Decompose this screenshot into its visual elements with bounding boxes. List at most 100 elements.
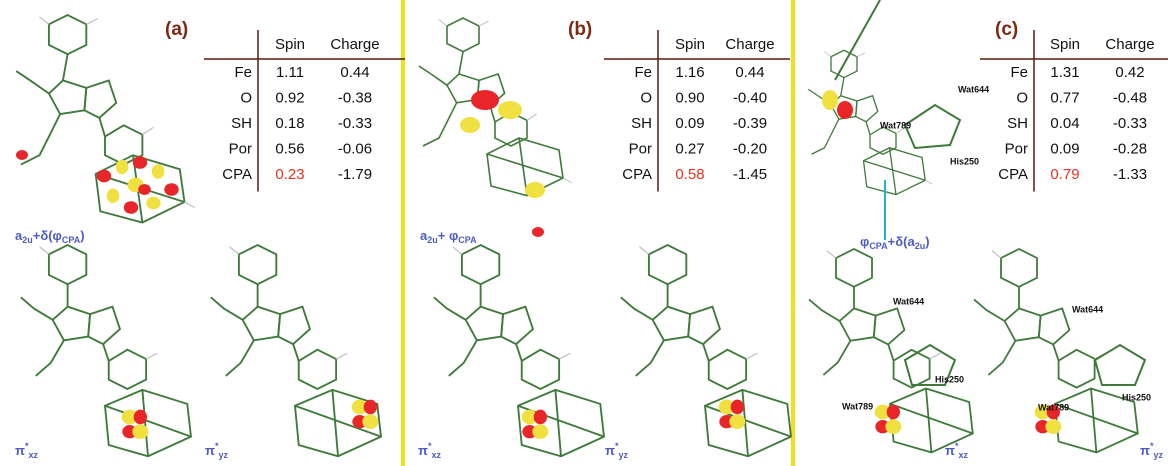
row-name: SH	[1007, 115, 1028, 132]
orbital-label: π*xz	[15, 441, 38, 460]
orbital-label-part: CPA	[62, 235, 81, 245]
orbital-label-part: xz	[958, 450, 968, 460]
charge-value: 0.42	[1115, 64, 1144, 81]
column-header: Charge	[725, 36, 774, 53]
orbital-label: φCPA+δ(a2u)	[860, 234, 930, 251]
spin-value: 0.23	[275, 166, 304, 183]
panel-label: (b)	[568, 19, 592, 40]
column-header: Spin	[675, 36, 705, 53]
spin-value: 0.58	[675, 166, 704, 183]
orbital-label-part: + φ	[438, 228, 459, 243]
row-name: Fe	[234, 64, 252, 81]
charge-value: -0.20	[733, 140, 767, 157]
charge-value: 0.44	[735, 64, 764, 81]
orbital-label-part: 2u	[915, 241, 926, 251]
spin-value: 0.18	[275, 115, 304, 132]
orbital-label-part: +δ(φ	[33, 228, 62, 243]
charge-value: -0.33	[1113, 115, 1147, 132]
spin-value: 0.09	[1050, 140, 1079, 157]
residue-label: His250	[935, 374, 964, 384]
spin-value: 1.31	[1050, 64, 1079, 81]
separator	[791, 0, 795, 466]
row-name: Por	[229, 140, 252, 157]
orbital-label-part: π	[15, 443, 25, 458]
panels: (a) Spin Charge Fe 1.11 0.44 O 0.92 -0.38 SH 0.18 -…	[15, 19, 1168, 460]
column-header: Spin	[1050, 36, 1080, 53]
orbital-label-part: yz	[1153, 450, 1163, 460]
orbital-label: a2u+ φCPA	[420, 228, 477, 245]
orbital-label-part: 2u	[22, 235, 33, 245]
orbital-label-part: π	[1140, 443, 1150, 458]
orbital-label-part: CPA	[869, 241, 888, 251]
spin-value: 0.56	[275, 140, 304, 157]
row-name: CPA	[622, 166, 652, 183]
orbital-label-part: 2u	[427, 235, 438, 245]
residue-label: Wat644	[893, 296, 924, 306]
orbital-label-part: xz	[431, 450, 441, 460]
spin-value: 0.90	[675, 89, 704, 106]
charge-value: -0.39	[733, 115, 767, 132]
residue-label: His250	[1122, 392, 1151, 402]
panel-label: (a)	[165, 19, 188, 40]
separator	[401, 0, 405, 466]
column-header: Spin	[275, 36, 305, 53]
panel: (c) Spin Charge Fe 1.31 0.42 O 0.77 -0.48 SH 0.04 -…	[842, 19, 1168, 460]
column-header: Charge	[330, 36, 379, 53]
spin-value: 0.27	[675, 140, 704, 157]
charge-value: -1.33	[1113, 166, 1147, 183]
residue-label: Wat644	[958, 84, 989, 94]
charge-value: -0.48	[1113, 89, 1147, 106]
panel-label: (c)	[995, 19, 1018, 40]
row-name: CPA	[998, 166, 1028, 183]
residue-label: His250	[950, 156, 979, 166]
row-name: SH	[631, 115, 652, 132]
spin-value: 0.92	[275, 89, 304, 106]
spin-value: 0.04	[1050, 115, 1079, 132]
orbital-label-part: π	[205, 443, 215, 458]
row-name: CPA	[222, 166, 252, 183]
orbital-label: π*yz	[1140, 441, 1163, 460]
orbital-label-part: π	[605, 443, 615, 458]
orbital-label: a2u+δ(φCPA)	[15, 228, 85, 245]
charge-value: 0.44	[340, 64, 369, 81]
orbital-label-part: π	[945, 443, 955, 458]
orbital-label: π*yz	[205, 441, 228, 460]
figure: (a) Spin Charge Fe 1.11 0.44 O 0.92 -0.38 SH 0.18 -…	[0, 0, 1168, 466]
orbital-label-part: π	[418, 443, 428, 458]
row-name: Fe	[634, 64, 652, 81]
orbital-label-part: xz	[28, 450, 38, 460]
residue-label: Wat789	[842, 401, 873, 411]
spin-value: 0.79	[1050, 166, 1079, 183]
row-name: SH	[231, 115, 252, 132]
charge-value: -1.45	[733, 166, 767, 183]
charge-value: -0.28	[1113, 140, 1147, 157]
orbital-label: π*xz	[945, 441, 968, 460]
charge-value: -0.33	[338, 115, 372, 132]
charge-value: -0.06	[338, 140, 372, 157]
row-name: Por	[1005, 140, 1028, 157]
orbital-label-part: +δ(a	[888, 234, 916, 249]
charge-value: -0.40	[733, 89, 767, 106]
row-name: O	[240, 89, 252, 106]
row-name: O	[640, 89, 652, 106]
spin-value: 0.09	[675, 115, 704, 132]
column-header: Charge	[1105, 36, 1154, 53]
residue-label: Wat789	[880, 120, 911, 130]
residue-label: Wat644	[1072, 304, 1103, 314]
orbital-label: π*yz	[605, 441, 628, 460]
orbital-label-part: yz	[218, 450, 228, 460]
row-name: Por	[629, 140, 652, 157]
row-name: Fe	[1010, 64, 1028, 81]
charge-value: -1.79	[338, 166, 372, 183]
orbital-label-part: CPA	[458, 235, 477, 245]
structures	[16, 0, 1145, 456]
charge-value: -0.38	[338, 89, 372, 106]
orbital-label: π*xz	[418, 441, 441, 460]
spin-value: 0.77	[1050, 89, 1079, 106]
orbital-label-part: φ	[860, 234, 869, 249]
row-name: O	[1016, 89, 1028, 106]
spin-value: 1.16	[675, 64, 704, 81]
residue-label: Wat789	[1038, 402, 1069, 412]
orbital-label-part: yz	[618, 450, 628, 460]
spin-value: 1.11	[276, 64, 304, 81]
